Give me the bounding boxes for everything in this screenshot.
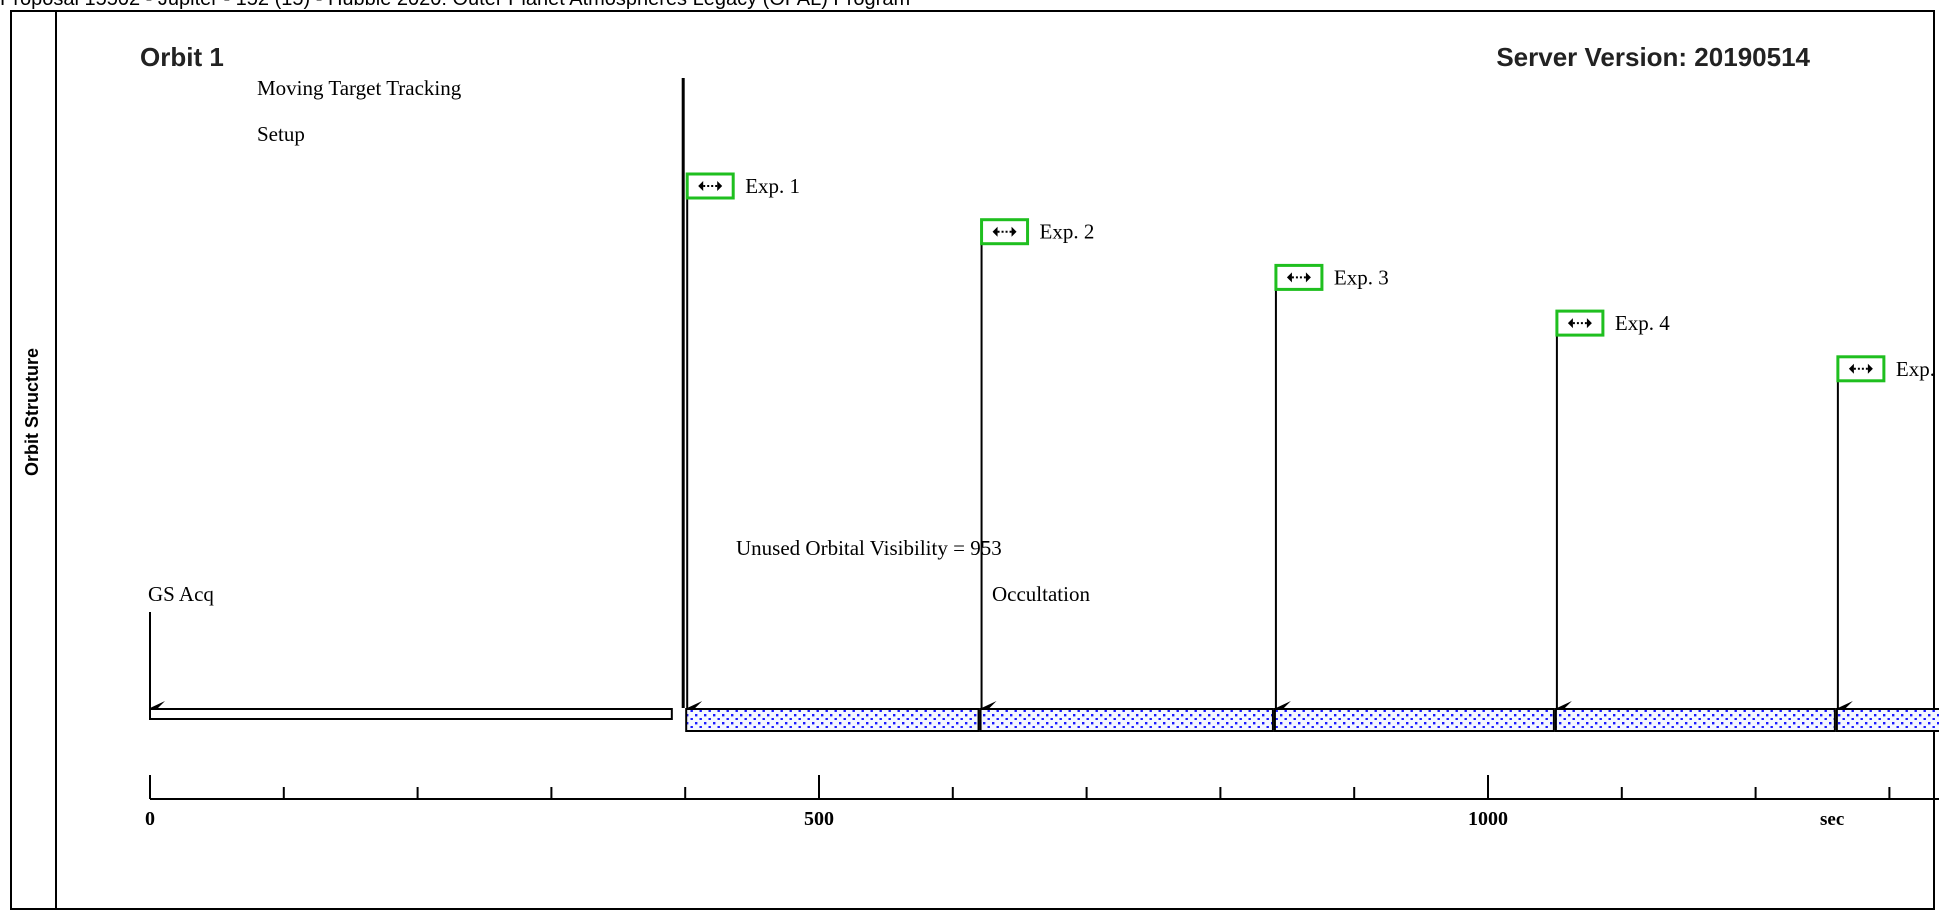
exposure-marker: Exp. 4	[1555, 309, 1670, 337]
double-arrow-icon	[1567, 318, 1592, 329]
exposure-bar	[979, 708, 1274, 732]
exposure-label: Exp. 1	[745, 174, 800, 198]
exposure-label: Exp. 2	[1040, 220, 1095, 244]
server-version: Server Version: 20190514	[1496, 42, 1810, 72]
exposure-bar	[1554, 708, 1836, 732]
arrow-group	[149, 78, 1853, 715]
occultation-label: Occultation	[992, 582, 1090, 606]
proposal-header: Proposal 15502 - Jupiter - 152 (15) - Hu…	[0, 0, 910, 10]
gs-acq-label: GS Acq	[148, 582, 214, 606]
exposure-marker-box	[1836, 355, 1886, 383]
double-arrow-icon	[698, 181, 723, 191]
timeline-bars	[149, 708, 1939, 732]
exposure-label: Exp. 5	[1896, 357, 1939, 381]
double-arrow-icon	[1848, 363, 1873, 374]
exposure-marker: Exp. 3	[1274, 263, 1389, 291]
double-arrow-icon	[1286, 272, 1311, 283]
time-axis: 0500100015002000250030003500400045005000…	[145, 775, 1939, 830]
axis-unit-label: sec	[1820, 809, 1844, 830]
unused-visibility-label: Unused Orbital Visibility = 953	[736, 536, 1002, 560]
gs-acq-bar	[149, 708, 673, 720]
setup-label: Setup	[257, 122, 305, 146]
orbit-title: Orbit 1	[140, 42, 224, 72]
tick-label: 500	[804, 808, 834, 830]
exposure-marker-box	[1555, 309, 1605, 337]
exposure-bar	[685, 708, 980, 732]
double-arrow-icon	[992, 226, 1017, 237]
exposure-marker-box	[1274, 263, 1324, 291]
exposure-marker: Exp. 2	[980, 218, 1095, 246]
side-column: Orbit Structure	[10, 10, 57, 910]
exposure-marker-box	[685, 172, 735, 200]
exposure-label: Exp. 3	[1334, 265, 1389, 289]
exposure-marker-box	[980, 218, 1030, 246]
moving-target-label: Moving Target Tracking	[257, 76, 462, 100]
tick-label: 1000	[1468, 808, 1508, 830]
exposure-bar	[1273, 708, 1555, 732]
exposure-marker: Exp. 5	[1836, 355, 1939, 383]
exposure-label: Exp. 4	[1615, 311, 1670, 335]
tick-label: 0	[145, 808, 155, 830]
exposure-bar	[1835, 708, 1939, 732]
exposure-marker: Exp. 1	[685, 172, 800, 200]
